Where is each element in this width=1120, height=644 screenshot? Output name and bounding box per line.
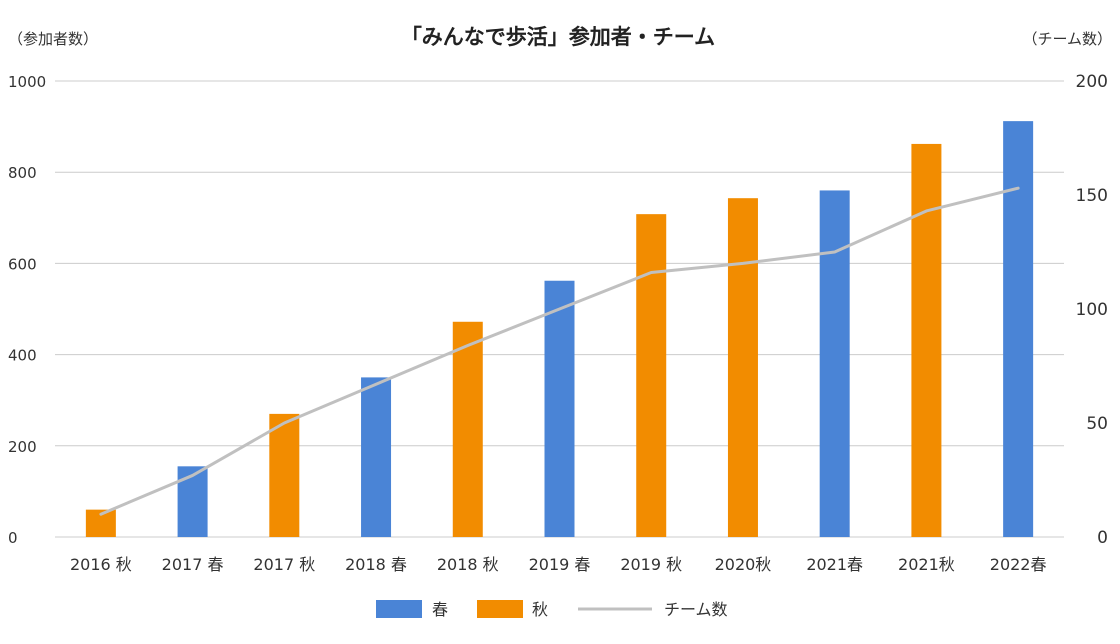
bar (819, 190, 850, 537)
left-tick-label: 0 (8, 529, 18, 547)
right-tick-label: 100 (1076, 300, 1108, 320)
left-tick-label: 600 (8, 255, 37, 273)
right-tick-label: 50 (1086, 414, 1108, 434)
category-label: 2021秋 (898, 555, 955, 574)
bar (911, 143, 942, 538)
left-tick-label: 400 (8, 347, 37, 365)
category-label: 2017 秋 (253, 555, 315, 574)
legend-label-teams: チーム数 (664, 600, 728, 619)
right-tick-label: 0 (1097, 528, 1108, 548)
left-tick-label: 200 (8, 438, 37, 456)
right-axis-label: （チーム数） (1022, 30, 1112, 48)
bar (361, 377, 392, 537)
bar (1003, 121, 1034, 538)
category-label: 2018 秋 (437, 555, 499, 574)
bar (727, 198, 758, 537)
bar (544, 280, 575, 537)
category-label: 2020秋 (715, 555, 772, 574)
legend-swatch-spring (376, 600, 422, 618)
category-label: 2019 春 (529, 555, 591, 574)
category-label: 2016 秋 (70, 555, 132, 574)
legend-label-spring: 春 (432, 600, 448, 619)
left-tick-label: 1000 (8, 73, 46, 91)
right-tick-label: 200 (1076, 72, 1108, 92)
legend-swatch-autumn (477, 600, 523, 618)
team-count-line (99, 186, 1020, 516)
left-tick-label: 800 (8, 164, 37, 182)
category-label: 2019 秋 (620, 555, 682, 574)
category-label: 2018 春 (345, 555, 407, 574)
legend: 春 秋 チーム数 (376, 600, 728, 619)
left-axis-label: （参加者数） (8, 30, 98, 48)
bar (269, 413, 300, 537)
category-label: 2022春 (990, 555, 1047, 574)
bar (636, 214, 667, 538)
chart-title: 「みんなで歩活」参加者・チーム (401, 25, 715, 49)
right-tick-label: 150 (1076, 186, 1108, 206)
line-layer (99, 186, 1020, 516)
axis-layer: 0 200 400 600 800 1000 0 50 100 150 200 2016 秋 2017 … (8, 72, 1108, 574)
legend-label-autumn: 秋 (532, 600, 548, 619)
bars-layer (85, 121, 1034, 538)
bar (452, 321, 483, 537)
category-label: 2017 春 (162, 555, 224, 574)
category-label: 2021春 (806, 555, 863, 574)
